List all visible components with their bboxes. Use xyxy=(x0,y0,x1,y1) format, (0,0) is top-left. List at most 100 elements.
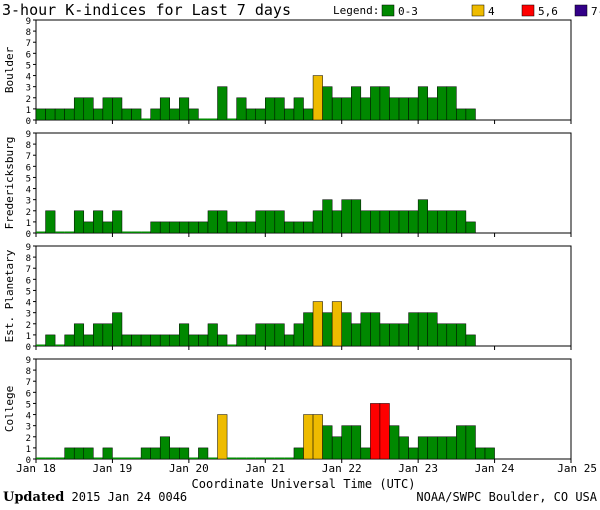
y-tick-label: 4 xyxy=(26,73,31,83)
k-index-bar xyxy=(73,323,85,347)
legend-entry-1: 0-3 xyxy=(398,5,418,18)
k-index-bar xyxy=(179,221,190,234)
y-tick-label: 8 xyxy=(26,254,31,264)
k-index-bar xyxy=(274,97,285,121)
updated-label: Updated xyxy=(3,490,65,505)
y-tick-label: 3 xyxy=(26,84,31,94)
y-tick-label: 6 xyxy=(26,50,31,60)
k-index-bar xyxy=(360,210,371,234)
k-index-bar xyxy=(475,447,486,460)
y-tick-label: 3 xyxy=(26,197,31,207)
k-index-bar xyxy=(169,447,180,460)
station-label: Est. Planetary xyxy=(3,249,16,342)
k-index-bar xyxy=(265,457,275,459)
k-index-bar xyxy=(64,334,75,347)
legend-swatch-1 xyxy=(381,4,395,17)
k-index-bar xyxy=(303,312,314,347)
y-tick-label: 1 xyxy=(26,445,31,455)
k-index-bar xyxy=(188,221,199,234)
k-index-bar xyxy=(227,457,237,459)
k-index-bar xyxy=(322,425,333,460)
k-index-bar xyxy=(207,323,218,347)
k-index-bar xyxy=(121,457,132,459)
y-tick-label: 4 xyxy=(26,412,31,422)
k-index-bar xyxy=(54,108,65,121)
k-index-bar xyxy=(112,210,123,234)
k-index-bar xyxy=(456,323,467,347)
legend-entry-4: 7-9 xyxy=(591,5,600,18)
k-index-bar xyxy=(150,447,161,460)
footer: Updated 2015 Jan 24 0046 NOAA/SWPC Bould… xyxy=(3,490,597,508)
y-tick-label: 6 xyxy=(26,276,31,286)
y-tick-label: 2 xyxy=(26,208,31,218)
k-index-bar xyxy=(121,231,132,233)
k-index-bar xyxy=(83,334,94,347)
k-index-bar xyxy=(102,97,113,121)
y-tick-label: 8 xyxy=(26,141,31,151)
k-index-bar xyxy=(293,447,304,460)
k-index-bar xyxy=(112,457,122,459)
station-label: College xyxy=(3,386,16,432)
x-axis-label: Coordinate Universal Time (UTC) xyxy=(192,477,416,491)
k-index-bar xyxy=(198,334,209,347)
y-tick-label: 8 xyxy=(26,367,31,377)
k-index-bar xyxy=(417,199,428,234)
k-index-bar xyxy=(370,312,381,347)
k-index-bar xyxy=(427,210,438,234)
k-index-bar xyxy=(303,221,314,234)
y-tick-label: 0 xyxy=(26,230,31,240)
k-index-bar xyxy=(217,414,228,460)
k-index-bar xyxy=(112,312,123,347)
k-index-bar xyxy=(351,86,362,121)
k-index-bar xyxy=(179,447,190,460)
k-index-bar xyxy=(83,447,94,460)
k-index-bar xyxy=(322,312,333,347)
k-index-bar xyxy=(312,301,323,347)
k-index-bar xyxy=(45,334,56,347)
k-index-bar xyxy=(284,108,295,121)
k-index-bar xyxy=(265,97,276,121)
k-index-bar xyxy=(198,118,208,120)
k-index-bar xyxy=(150,108,161,121)
k-index-bar xyxy=(284,457,294,459)
credit-text: NOAA/SWPC Boulder, CO USA xyxy=(416,490,597,504)
k-index-bar xyxy=(207,118,218,120)
k-index-bar xyxy=(331,436,342,460)
k-index-bar xyxy=(45,210,56,234)
k-index-bar xyxy=(217,334,228,347)
k-index-bar xyxy=(417,312,428,347)
k-index-bar xyxy=(141,118,151,120)
k-index-bar xyxy=(417,86,428,121)
updated-timestamp: Updated 2015 Jan 24 0046 xyxy=(3,490,187,505)
k-index-bar xyxy=(179,323,190,347)
k-index-bar xyxy=(102,447,113,460)
k-index-bar xyxy=(437,210,448,234)
y-tick-label: 8 xyxy=(26,28,31,38)
y-tick-label: 6 xyxy=(26,163,31,173)
x-tick-label: Jan 23 xyxy=(398,462,438,475)
k-index-bar xyxy=(112,97,123,121)
k-index-bar xyxy=(389,425,400,460)
k-index-bar xyxy=(360,312,371,347)
updated-value: 2015 Jan 24 0046 xyxy=(71,490,188,504)
k-index-bar xyxy=(437,86,448,121)
k-index-bar xyxy=(150,334,161,347)
y-tick-label: 7 xyxy=(26,378,31,388)
k-index-bar xyxy=(121,334,132,347)
k-index-bar xyxy=(274,457,285,459)
k-index-bar xyxy=(255,457,266,459)
k-index-bar xyxy=(293,323,304,347)
k-index-bar xyxy=(341,312,352,347)
k-index-bar xyxy=(245,334,256,347)
k-index-bar xyxy=(417,436,428,460)
k-index-bar xyxy=(131,231,142,233)
k-index-bar xyxy=(159,221,170,234)
k-index-bar xyxy=(188,457,199,459)
k-index-bar xyxy=(398,210,409,234)
k-index-bar xyxy=(227,344,237,346)
k-index-bar xyxy=(312,414,323,460)
k-index-bar xyxy=(36,457,46,459)
k-index-bar xyxy=(360,447,371,460)
y-tick-label: 7 xyxy=(26,39,31,49)
k-index-bar xyxy=(465,334,476,347)
